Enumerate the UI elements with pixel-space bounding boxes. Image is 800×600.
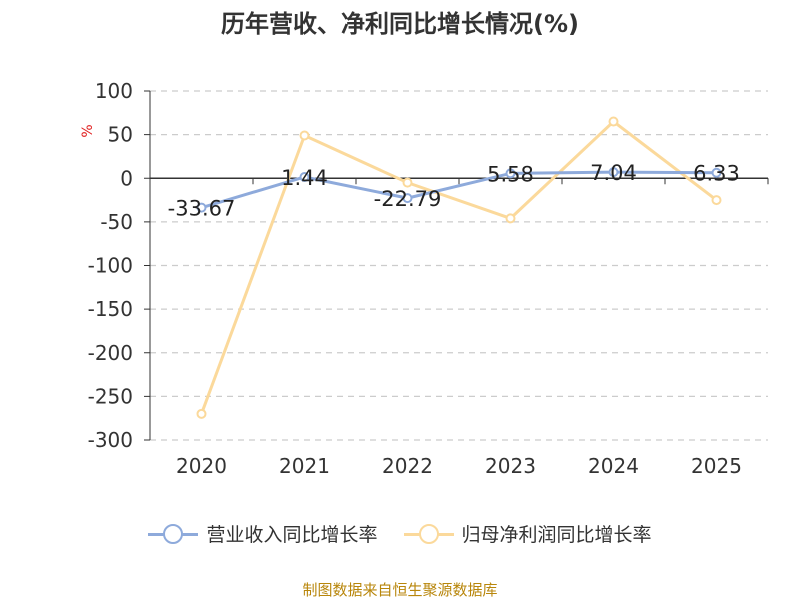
revenue-growth-point (711, 167, 722, 178)
x-tick-label: 2022 (382, 454, 433, 478)
net-profit-growth-point (608, 116, 619, 127)
revenue-growth-point (299, 171, 310, 182)
revenue-data-label: 1.44 (281, 166, 328, 190)
revenue-data-label: -33.67 (168, 197, 236, 221)
chart-title: 历年营收、净利同比增长情况(%) (221, 10, 579, 38)
legend-net-profit-label: 归母净利润同比增长率 (461, 524, 652, 546)
x-tick-label: 2021 (279, 454, 330, 478)
legend-item-net-profit[interactable]: 归母净利润同比增长率 (403, 520, 652, 547)
net-profit-growth-point (299, 130, 310, 141)
net-profit-growth-point (505, 213, 516, 224)
legend-revenue-line-icon (148, 523, 199, 544)
x-tick-label: 2023 (485, 454, 536, 478)
y-tick-label: -250 (88, 384, 133, 408)
y-tick-label: -300 (88, 428, 133, 452)
revenue-data-label: 6.33 (693, 162, 740, 186)
legend-net-profit-line-icon (403, 523, 454, 544)
net-profit-growth-point (402, 177, 413, 188)
y-tick-label: -200 (88, 341, 133, 365)
y-tick-label: 0 (120, 166, 133, 190)
x-tick-label: 2025 (691, 454, 742, 478)
revenue-data-label: 5.58 (487, 162, 534, 186)
y-tick-label: -150 (88, 297, 133, 321)
revenue-data-label: -22.79 (374, 187, 442, 211)
net-profit-growth-point (196, 408, 207, 419)
revenue-growth-line (201, 170, 717, 210)
legend: 营业收入同比增长率 归母净利润同比增长率 (0, 520, 800, 547)
data-source-note: 制图数据来自恒生聚源数据库 (302, 581, 498, 599)
revenue-data-label: 7.04 (590, 161, 637, 185)
net-profit-growth-line (200, 120, 718, 415)
y-tick-label: 50 (108, 123, 133, 147)
legend-item-revenue[interactable]: 营业收入同比增长率 (148, 520, 378, 547)
revenue-growth-point (196, 202, 207, 213)
revenue-growth-point (505, 168, 516, 179)
y-tick-label: 100 (95, 79, 133, 103)
net-profit-growth-point (711, 195, 722, 206)
x-tick-label: 2020 (176, 454, 227, 478)
x-tick-label: 2024 (588, 454, 639, 478)
y-tick-label: -100 (88, 254, 133, 278)
y-tick-label: -50 (100, 210, 133, 234)
revenue-growth-point (402, 193, 413, 204)
legend-revenue-label: 营业收入同比增长率 (206, 524, 378, 546)
y-axis-unit-label: % (80, 124, 96, 137)
revenue-growth-point (608, 167, 619, 178)
